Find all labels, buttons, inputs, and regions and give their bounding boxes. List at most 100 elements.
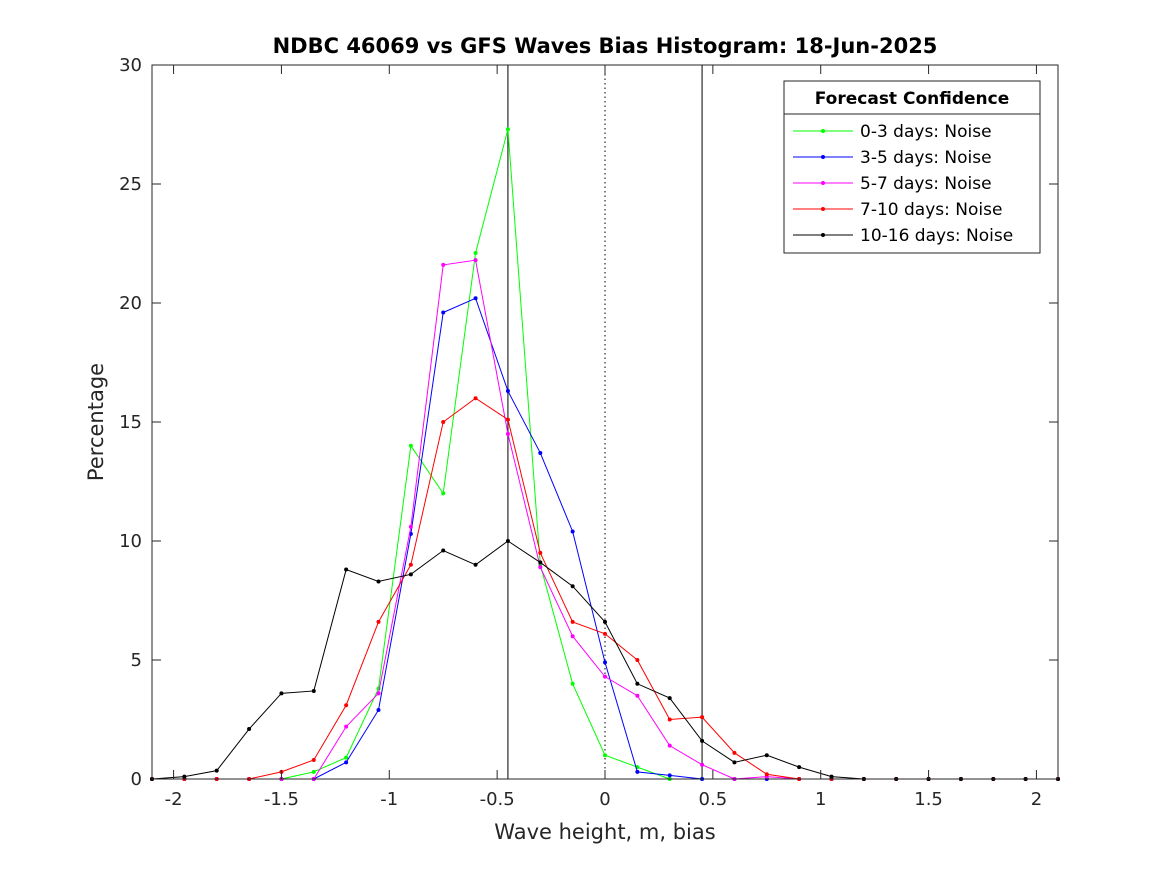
data-point [667, 773, 672, 778]
legend-entry: 3-5 days: Noise [793, 148, 992, 168]
data-point [311, 769, 316, 774]
legend-swatch-marker [821, 129, 825, 133]
y-tick-label: 25 [119, 174, 142, 195]
data-point [732, 750, 737, 755]
data-point [570, 681, 575, 686]
data-point [538, 550, 543, 555]
data-point [603, 660, 607, 665]
data-point [408, 572, 413, 577]
legend-label: 5-7 days: Noise [860, 174, 992, 194]
legend-entry: 5-7 days: Noise [793, 174, 992, 194]
data-point [344, 567, 349, 572]
data-point [408, 562, 413, 567]
y-axis-label: Percentage [84, 363, 108, 481]
data-point [505, 417, 510, 422]
legend-swatch-marker [821, 155, 825, 159]
legend-label: 3-5 days: Noise [860, 148, 992, 168]
legend-entry: 10-16 days: Noise [793, 226, 1013, 246]
data-point [247, 727, 252, 732]
data-point [473, 396, 478, 401]
data-point [667, 717, 672, 722]
data-point [344, 755, 349, 760]
x-tick-label: -2 [165, 789, 183, 810]
data-point [700, 762, 705, 767]
x-tick-label: 0.5 [699, 789, 728, 810]
data-point [182, 774, 187, 779]
data-point [344, 703, 349, 708]
data-point [473, 296, 478, 301]
data-point [441, 548, 446, 553]
x-axis-label: Wave height, m, bias [494, 820, 715, 844]
legend-entry: 7-10 days: Noise [793, 200, 1002, 220]
data-point [635, 693, 640, 698]
data-point [505, 431, 510, 436]
data-point [538, 565, 543, 570]
data-point [570, 634, 575, 639]
data-point [441, 262, 446, 267]
x-tick-label: -0.5 [480, 789, 515, 810]
x-tick-label: 0 [599, 789, 610, 810]
legend: Forecast Confidence 0-3 days: Noise 3-5 d… [783, 80, 1041, 254]
legend-label: 10-16 days: Noise [860, 226, 1013, 246]
data-point [570, 529, 575, 534]
y-tick-label: 10 [119, 531, 142, 552]
data-point [376, 707, 381, 712]
data-point [603, 619, 607, 624]
reference-lines [507, 65, 703, 779]
data-point [700, 715, 705, 720]
data-point [311, 757, 316, 762]
legend-swatch-marker [821, 233, 825, 237]
chart-title: NDBC 46069 vs GFS Waves Bias Histogram: … [273, 34, 938, 58]
data-point [603, 674, 607, 679]
data-point [732, 760, 737, 765]
data-point [570, 584, 575, 589]
data-point [764, 772, 769, 777]
data-point [408, 524, 413, 529]
legend-label: 7-10 days: Noise [860, 200, 1002, 220]
data-point [635, 681, 640, 686]
data-point [505, 127, 510, 132]
data-point [829, 774, 834, 779]
data-point [279, 691, 284, 696]
y-tick-label: 15 [119, 412, 142, 433]
legend-box [783, 80, 1041, 254]
data-point [376, 619, 381, 624]
x-tick-label: 1.5 [914, 789, 943, 810]
y-tick-label: 30 [119, 55, 142, 76]
x-tick-label: 2 [1031, 789, 1042, 810]
data-point [214, 768, 219, 773]
legend-swatch-marker [821, 181, 825, 185]
x-tick-label: 1 [815, 789, 826, 810]
data-point [344, 724, 349, 729]
y-tick-label: 0 [131, 769, 142, 790]
legend-swatch-marker [821, 207, 825, 211]
data-point [441, 310, 446, 315]
legend-entry: 0-3 days: Noise [793, 122, 992, 142]
data-point [603, 631, 607, 636]
legend-items: 0-3 days: Noise 3-5 days: Noise 5-7 days: … [793, 122, 1013, 246]
data-point [764, 753, 769, 758]
data-point [570, 619, 575, 624]
y-tick-label: 20 [119, 293, 142, 314]
data-point [505, 539, 510, 543]
data-point [344, 760, 349, 765]
data-point [441, 491, 446, 496]
x-tick-label: -1 [380, 789, 398, 810]
y-tick-label: 5 [131, 650, 142, 671]
data-point [408, 443, 413, 448]
data-point [635, 769, 640, 774]
data-point [797, 765, 802, 770]
data-point [635, 658, 640, 662]
data-point [441, 420, 446, 424]
x-tick-label: -1.5 [264, 789, 299, 810]
data-point [473, 258, 478, 263]
data-point [667, 696, 672, 701]
data-point [473, 251, 478, 256]
data-point [538, 560, 543, 565]
legend-title: Forecast Confidence [815, 89, 1010, 109]
data-point [376, 691, 381, 696]
data-point [700, 738, 705, 743]
data-point [376, 579, 381, 584]
